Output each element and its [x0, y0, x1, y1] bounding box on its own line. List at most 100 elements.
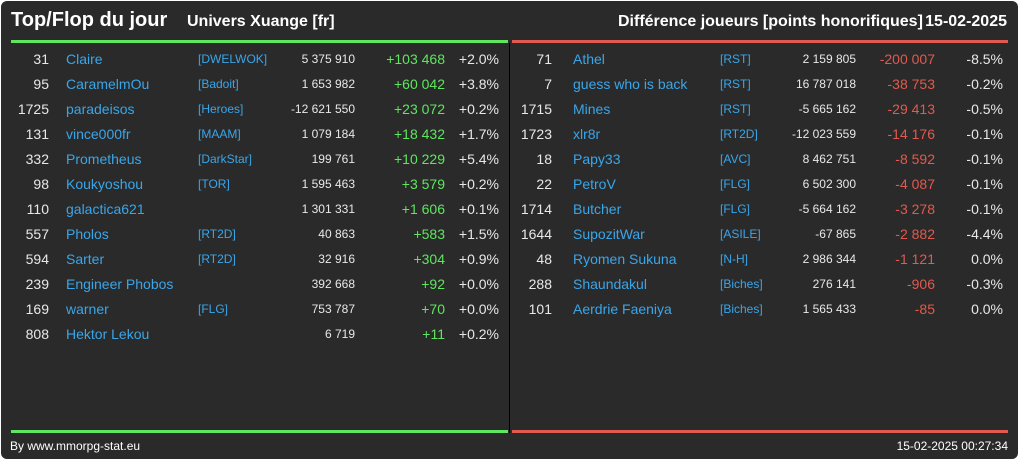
player-points: -5 664 162	[798, 202, 856, 216]
player-rank: 288	[528, 276, 552, 292]
player-name-link[interactable]: Shaundakul	[573, 276, 647, 292]
player-points: -12 023 559	[791, 127, 856, 141]
player-points: -5 665 162	[798, 102, 856, 116]
player-row: 594 Sarter [RT2D] 32 916 +304 +0.9%	[1, 247, 509, 272]
percent-change: +0.2%	[458, 326, 499, 342]
player-rank: 808	[25, 326, 49, 342]
player-name-link[interactable]: Prometheus	[66, 151, 142, 167]
guild-tag-link[interactable]: [Biches]	[720, 302, 763, 316]
player-rank: 101	[528, 301, 552, 317]
player-name-link[interactable]: SupozitWar	[573, 226, 645, 242]
player-row: 101 Aerdrie Faeniya [Biches] 1 565 433 -85 0.…	[510, 297, 1018, 322]
points-delta: -38 753	[887, 76, 935, 92]
player-rank: 332	[25, 151, 49, 167]
player-name-link[interactable]: Hektor Lekou	[66, 326, 150, 342]
player-name-link[interactable]: Aerdrie Faeniya	[573, 301, 672, 317]
player-row: 31 Claire [DWELWOK] 5 375 910 +103 468 +2.0%	[1, 47, 509, 72]
player-name-link[interactable]: warner	[66, 301, 109, 317]
player-points: 199 761	[311, 152, 355, 166]
player-row: 1715 Mines [RST] -5 665 162 -29 413 -0.5%	[510, 97, 1018, 122]
player-name-link[interactable]: galactica621	[66, 201, 145, 217]
player-row: 557 Pholos [RT2D] 40 863 +583 +1.5%	[1, 222, 509, 247]
guild-tag-link[interactable]: [DWELWOK]	[198, 52, 268, 66]
player-points: 1 079 184	[301, 127, 355, 141]
player-points: 16 787 018	[795, 77, 856, 91]
player-rank: 22	[536, 176, 552, 192]
player-row: 288 Shaundakul [Biches] 276 141 -906 -0.3%	[510, 272, 1018, 297]
guild-tag-link[interactable]: [N-H]	[720, 252, 748, 266]
player-rank: 95	[33, 76, 49, 92]
points-delta: -8 592	[895, 151, 935, 167]
player-name-link[interactable]: Ryomen Sukuna	[573, 251, 677, 267]
guild-tag-link[interactable]: [FLG]	[198, 302, 229, 316]
points-delta: -3 278	[895, 201, 935, 217]
player-name-link[interactable]: Papy33	[573, 151, 621, 167]
player-name-link[interactable]: Engineer Phobos	[66, 276, 174, 292]
player-name-link[interactable]: Pholos	[66, 226, 109, 242]
percent-change: -8.5%	[966, 51, 1003, 67]
player-points: 32 916	[318, 252, 355, 266]
percent-change: -0.1%	[966, 126, 1003, 142]
player-row: 22 PetroV [FLG] 6 502 300 -4 087 -0.1%	[510, 172, 1018, 197]
points-delta: +11	[422, 326, 445, 342]
guild-tag-link[interactable]: [FLG]	[720, 202, 751, 216]
percent-change: -0.1%	[966, 151, 1003, 167]
percent-change: +0.0%	[458, 301, 499, 317]
player-rank: 1714	[520, 201, 552, 217]
guild-tag-link[interactable]: [MAAM]	[198, 127, 241, 141]
player-rank: 1723	[520, 126, 552, 142]
guild-tag-link[interactable]: [AVC]	[720, 152, 751, 166]
player-name-link[interactable]: CaramelmOu	[66, 76, 150, 92]
guild-tag-link[interactable]: [FLG]	[720, 177, 751, 191]
player-row: 1723 xlr8r [RT2D] -12 023 559 -14 176 -0.1%	[510, 122, 1018, 147]
guild-tag-link[interactable]: [Badoit]	[198, 77, 239, 91]
guild-tag-link[interactable]: [ASILE]	[720, 227, 761, 241]
player-points: 1 301 331	[301, 202, 355, 216]
top-footer-bar	[11, 430, 508, 433]
player-rank: 7	[544, 76, 552, 92]
player-name-link[interactable]: Claire	[66, 51, 103, 67]
player-name-link[interactable]: paradeisos	[66, 101, 135, 117]
player-rank: 48	[536, 251, 552, 267]
top-header-bar	[11, 40, 508, 43]
percent-change: +0.2%	[458, 101, 499, 117]
points-delta: +18 432	[394, 126, 445, 142]
percent-change: +0.0%	[458, 276, 499, 292]
player-name-link[interactable]: Butcher	[573, 201, 622, 217]
player-name-link[interactable]: Mines	[573, 101, 611, 117]
guild-tag-link[interactable]: [DarkStar]	[198, 152, 253, 166]
guild-tag-link[interactable]: [RST]	[720, 77, 751, 91]
points-delta: -85	[914, 301, 935, 317]
guild-tag-link[interactable]: [RT2D]	[720, 127, 758, 141]
player-name-link[interactable]: vince000fr	[66, 126, 131, 142]
player-name-link[interactable]: Athel	[573, 51, 605, 67]
player-rank: 18	[536, 151, 552, 167]
percent-change: 0.0%	[971, 301, 1003, 317]
top-losers-list: 71 Athel [RST] 2 159 805 -200 007 -8.5% 7 guess…	[510, 47, 1018, 322]
player-points: 1 653 982	[301, 77, 355, 91]
guild-tag-link[interactable]: [RST]	[720, 102, 751, 116]
player-row: 95 CaramelmOu [Badoit] 1 653 982 +60 042 +3.8…	[1, 72, 509, 97]
guild-tag-link[interactable]: [TOR]	[198, 177, 230, 191]
percent-change: +1.7%	[458, 126, 499, 142]
player-name-link[interactable]: Koukyoshou	[66, 176, 144, 192]
player-name-link[interactable]: xlr8r	[573, 126, 601, 142]
percent-change: +1.5%	[458, 226, 499, 242]
percent-change: -0.1%	[966, 176, 1003, 192]
player-name-link[interactable]: Sarter	[66, 251, 105, 267]
player-row: 71 Athel [RST] 2 159 805 -200 007 -8.5%	[510, 47, 1018, 72]
guild-tag-link[interactable]: [RT2D]	[198, 227, 236, 241]
guild-tag-link[interactable]: [RT2D]	[198, 252, 236, 266]
percent-change: +0.1%	[458, 201, 499, 217]
player-row: 1644 SupozitWar [ASILE] -67 865 -2 882 -4.4%	[510, 222, 1018, 247]
points-delta: +70	[421, 301, 445, 317]
player-points: 276 141	[812, 277, 856, 291]
guild-tag-link[interactable]: [Biches]	[720, 277, 763, 291]
points-delta: +60 042	[394, 76, 445, 92]
guild-tag-link[interactable]: [Heroes]	[198, 102, 244, 116]
player-row: 239 Engineer Phobos 392 668 +92 +0.0%	[1, 272, 509, 297]
guild-tag-link[interactable]: [RST]	[720, 52, 751, 66]
flop-footer-bar	[512, 430, 1008, 433]
player-name-link[interactable]: guess who is back	[573, 76, 688, 92]
player-name-link[interactable]: PetroV	[573, 176, 616, 192]
